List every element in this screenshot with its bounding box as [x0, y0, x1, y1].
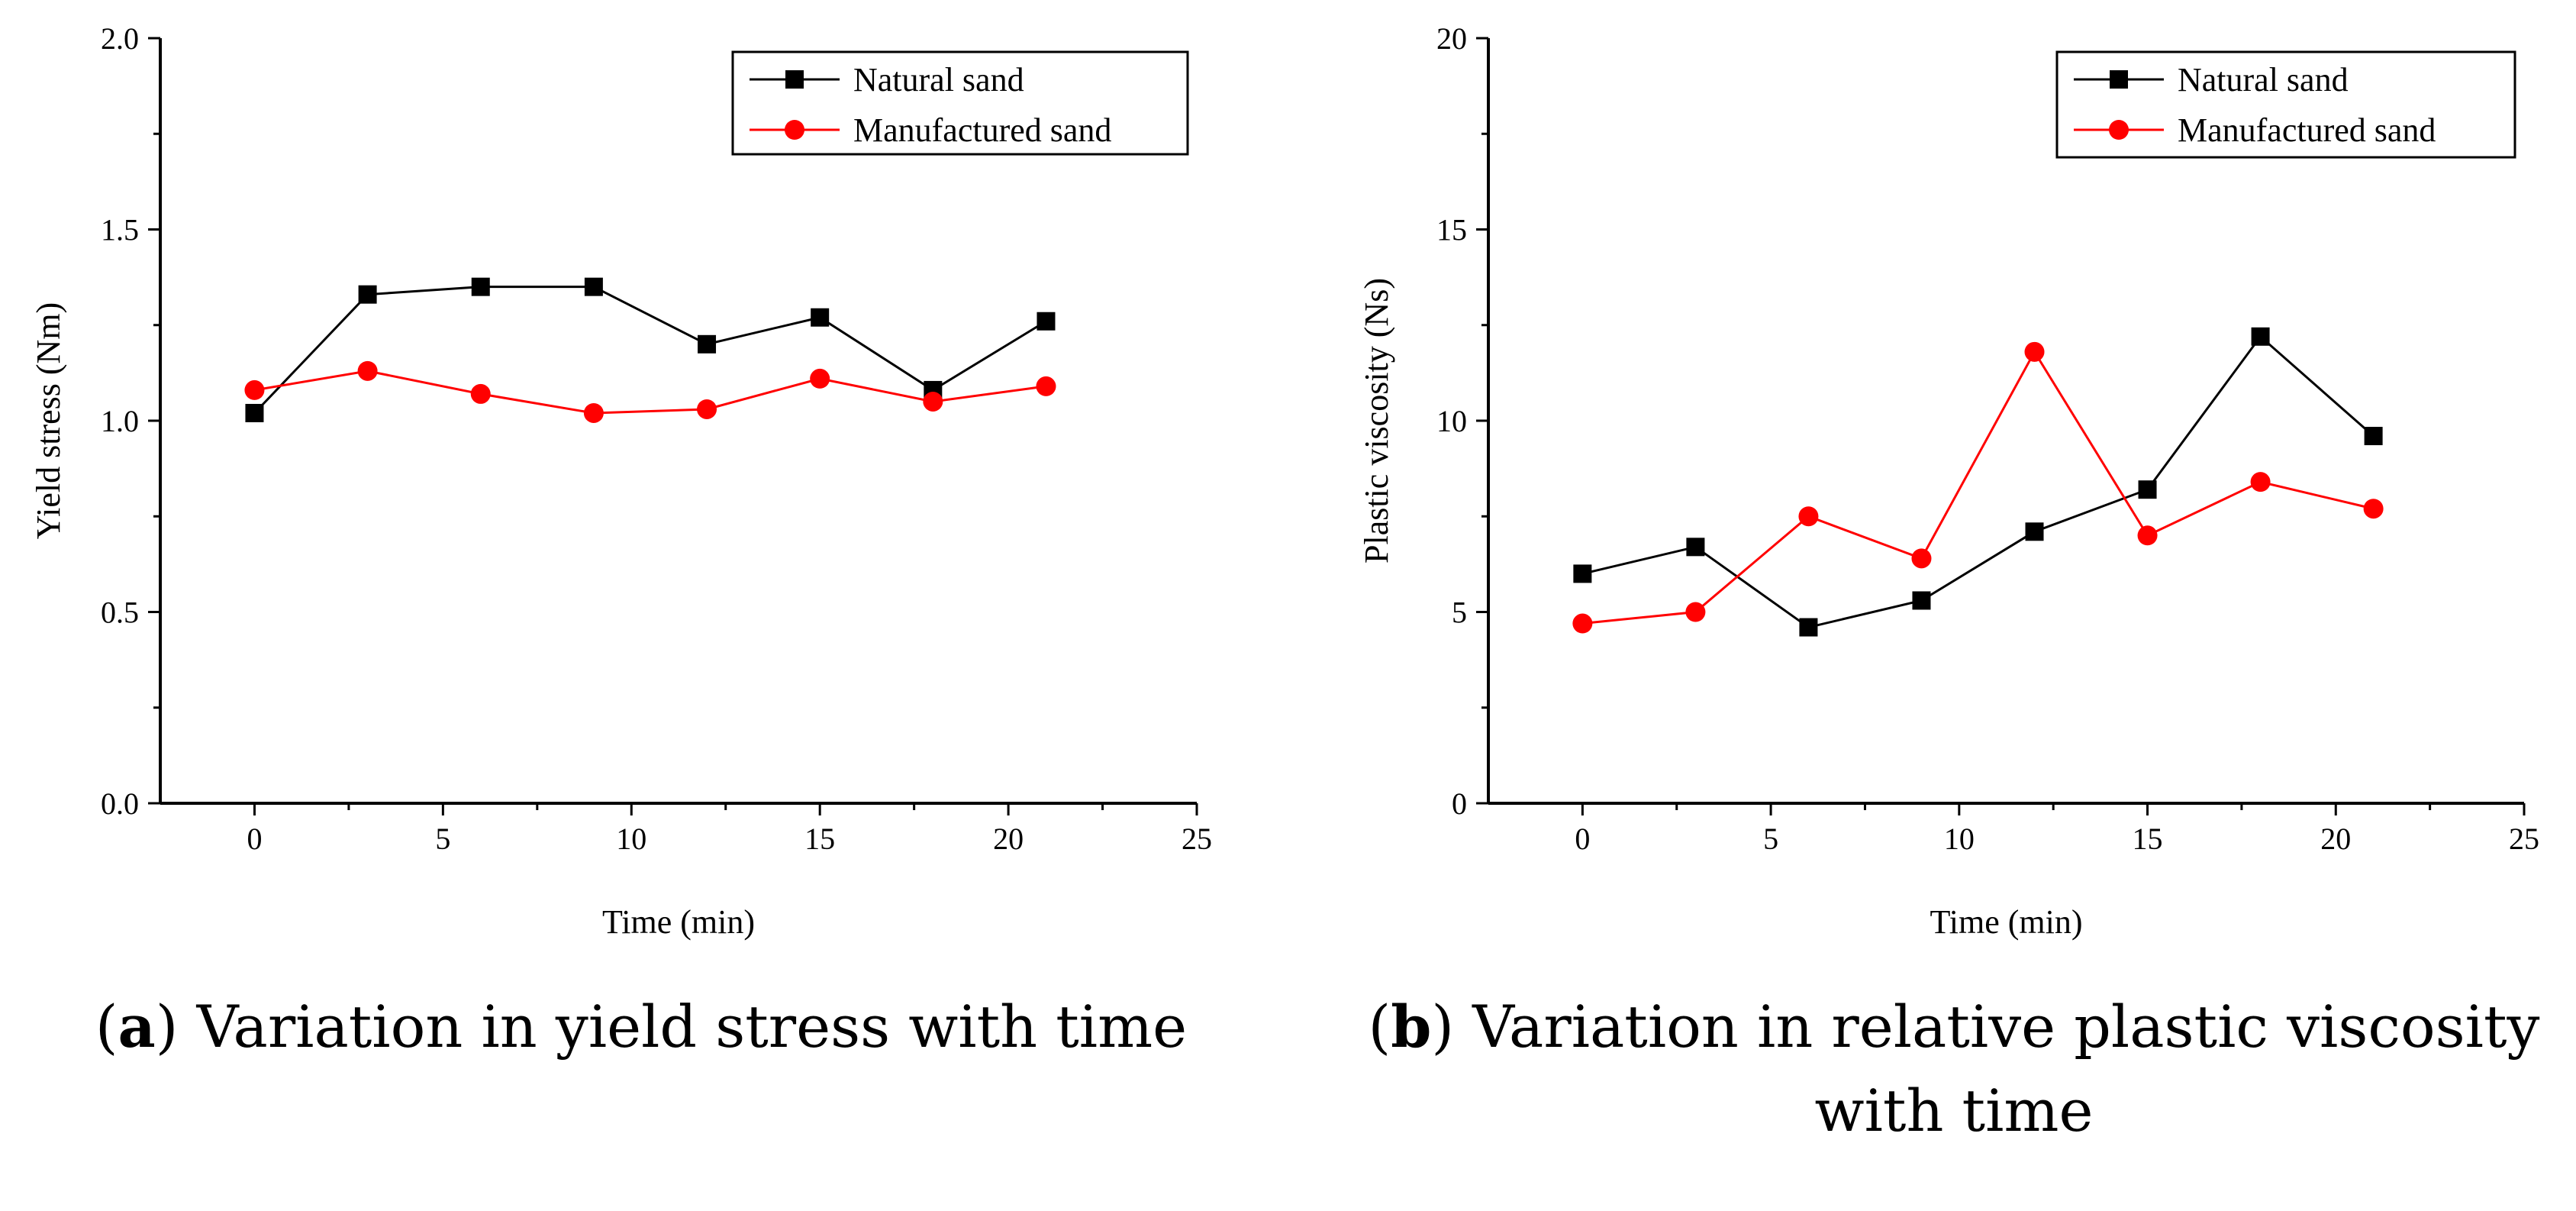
- chart-a-series-1-point: [471, 277, 490, 296]
- chart-b-series-1-point: [2364, 427, 2383, 446]
- chart-a-legend-marker-1: [785, 70, 804, 89]
- chart-a-series-2-line: [254, 370, 1046, 415]
- chart-b-legend-label-1: Natural sand: [2178, 61, 2349, 98]
- caption-b: (b) Variation in relative plastic viscos…: [1368, 993, 2540, 1145]
- chart-b-y-tick-label: 0: [1452, 786, 1467, 821]
- chart-b-series-2-line: [1582, 349, 2374, 625]
- chart-b-legend-marker-2: [2109, 120, 2129, 140]
- chart-a-legend-label-1: Natural sand: [853, 61, 1024, 98]
- chart-b-series-1-line: [1582, 334, 2374, 629]
- chart-a-series-1-point: [584, 277, 603, 296]
- chart-a-x-tick-label: 15: [804, 822, 835, 856]
- chart-b-series-2-point: [1572, 613, 1593, 634]
- chart-b-y-tick-label: 15: [1436, 213, 1467, 247]
- chart-a-series-2-point: [470, 383, 491, 404]
- chart-b-y-axis-title: Plastic viscosity (Ns): [1358, 278, 1395, 564]
- chart-b-series-2-point: [1798, 506, 1819, 527]
- caption-a: (a) Variation in yield stress with time: [95, 993, 1188, 1061]
- chart-b-y-tick-label: 10: [1436, 404, 1467, 438]
- chart-b-series-2-point: [2250, 472, 2271, 492]
- chart-a-x-tick-label: 25: [1182, 822, 1212, 856]
- caption-a-text: Variation in yield stress with time: [196, 993, 1188, 1061]
- chart-b-x-tick-label: 0: [1575, 822, 1590, 856]
- chart-b-legend-label-2: Manufactured sand: [2178, 111, 2436, 149]
- caption-a-letter: a: [118, 993, 156, 1061]
- chart-b-series-2-point: [2137, 525, 2158, 546]
- chart-a-x-tick-label: 20: [993, 822, 1024, 856]
- chart-a-y-tick-label: 1.0: [101, 404, 139, 438]
- chart-b-y-tick-label: 5: [1452, 596, 1467, 630]
- chart-a-series-2-point: [1036, 376, 1056, 396]
- chart-b-x-axis-title: Time (min): [1930, 903, 2082, 941]
- chart-b-x-tick-label: 15: [2133, 822, 2163, 856]
- chart-b-series-2-point: [1911, 548, 1932, 569]
- chart-b-series-2-point: [1685, 602, 1706, 622]
- caption-b-letter: b: [1391, 993, 1432, 1061]
- chart-a-x-tick-label: 0: [247, 822, 262, 856]
- chart-a-series-2-point: [810, 368, 830, 389]
- chart-a-series-2-point: [697, 399, 717, 419]
- chart-a-x-tick-label: 5: [435, 822, 450, 856]
- chart-a-x-tick-label: 10: [616, 822, 646, 856]
- chart-b-series-1-point: [2025, 522, 2044, 541]
- chart-b-series-1-point: [1799, 618, 1818, 637]
- chart-a-series-1-point: [245, 403, 264, 422]
- chart-b-legend-box: [2055, 50, 2516, 159]
- chart-a-y-tick-label: 1.5: [101, 213, 139, 247]
- chart-a-y-tick-label: 2.0: [101, 21, 139, 56]
- chart-b-series-2-point: [2024, 341, 2045, 362]
- chart-b-y-tick-label: 20: [1436, 21, 1467, 56]
- caption-b-text: Variation in relative plastic viscosity …: [1472, 993, 2540, 1145]
- chart-b-legend-marker-1: [2110, 70, 2128, 89]
- chart-a-series-1-line: [253, 286, 1047, 415]
- chart-a-series-2-point: [583, 402, 604, 423]
- chart-a-y-tick-label: 0.0: [101, 786, 139, 821]
- chart-a-x-axis-title: Time (min): [602, 903, 755, 941]
- chart-a-legend-marker-2: [785, 120, 804, 140]
- chart-b-x-tick-label: 5: [1763, 822, 1778, 856]
- chart-a-series-1-point: [1037, 312, 1056, 331]
- chart-a-series-1-point: [358, 285, 377, 304]
- chart-b-x-tick-label: 25: [2509, 822, 2539, 856]
- chart-a-y-axis-title: Yield stress (Nm): [30, 302, 67, 539]
- chart-b-x-tick-label: 20: [2320, 822, 2351, 856]
- chart-a-series-1-point: [698, 334, 717, 354]
- chart-a-series-2-point: [357, 360, 378, 381]
- chart-b-series-1-point: [1912, 591, 1931, 610]
- chart-a-series-2-point: [244, 379, 265, 400]
- chart-b-series-1-point: [1573, 564, 1592, 583]
- chart-b-series-1-point: [2251, 327, 2270, 346]
- chart-a-legend-box: [731, 50, 1189, 156]
- chart-b-series-1-point: [2138, 480, 2157, 499]
- chart-b-x-tick-label: 10: [1944, 822, 1975, 856]
- chart-a-series-2-point: [923, 391, 943, 412]
- chart-a-series-1-point: [811, 308, 830, 327]
- chart-a-legend-label-2: Manufactured sand: [853, 111, 1111, 149]
- chart-b-series-2-point: [2363, 499, 2384, 519]
- chart-b-series-1-point: [1686, 538, 1705, 557]
- chart-a-y-tick-label: 0.5: [101, 596, 139, 630]
